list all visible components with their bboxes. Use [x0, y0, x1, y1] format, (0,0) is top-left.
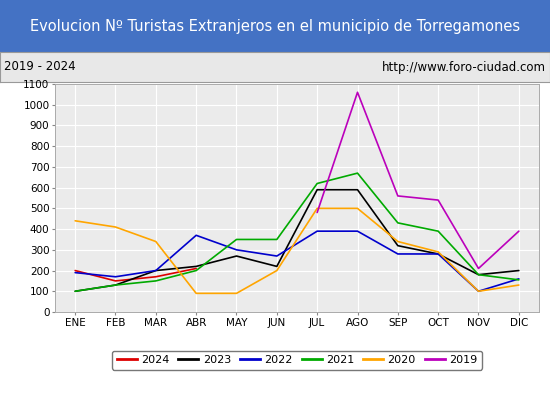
Text: Evolucion Nº Turistas Extranjeros en el municipio de Torregamones: Evolucion Nº Turistas Extranjeros en el … — [30, 18, 520, 34]
Text: http://www.foro-ciudad.com: http://www.foro-ciudad.com — [382, 60, 546, 74]
Legend: 2024, 2023, 2022, 2021, 2020, 2019: 2024, 2023, 2022, 2021, 2020, 2019 — [112, 351, 482, 370]
Text: 2019 - 2024: 2019 - 2024 — [4, 60, 76, 74]
